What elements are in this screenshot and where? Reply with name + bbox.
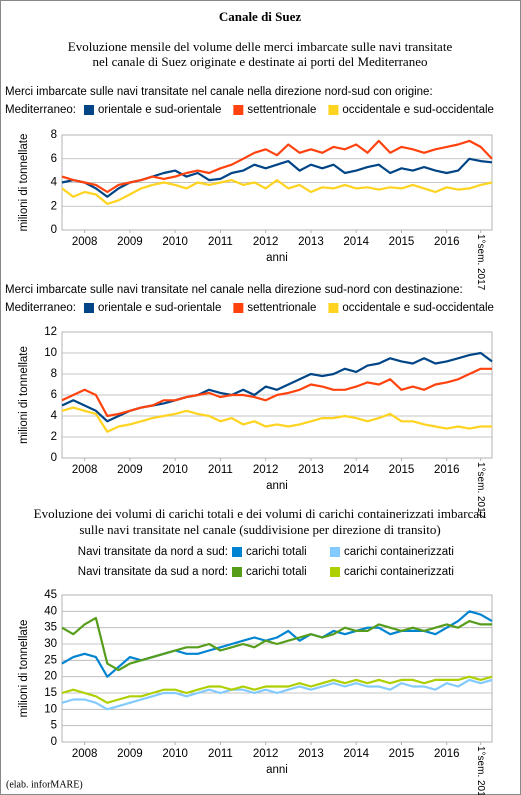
- x-tick-label: 2010: [162, 464, 188, 476]
- y-tick-label: 2: [51, 200, 57, 212]
- x-tick-label: 2008: [72, 748, 98, 760]
- legend-swatch: [330, 547, 340, 557]
- y-tick-label: 35: [44, 622, 57, 634]
- series-line: [61, 139, 493, 194]
- x-tick-label: 2013: [298, 236, 324, 248]
- x-tick-label: 2016: [434, 464, 460, 476]
- chart-title: Merci imbarcate sulle navi transitate ne…: [5, 284, 463, 296]
- series-line: [61, 678, 493, 711]
- y-tick-label: 6: [51, 389, 57, 401]
- legend-swatch: [83, 105, 94, 115]
- y-tick-label: 25: [44, 654, 57, 666]
- x-tick-label: 2012: [253, 464, 279, 476]
- y-tick-label: 40: [44, 605, 57, 617]
- y-axis-label: milioni di tonnellate: [18, 620, 30, 718]
- x-tick-label: 2014: [343, 464, 369, 476]
- legend-label: carichi totali: [246, 546, 307, 558]
- series-line: [61, 675, 493, 704]
- x-tick-label: 2012: [253, 236, 279, 248]
- y-tick-label: 30: [44, 638, 57, 650]
- legend-label: carichi containerizzati: [344, 566, 454, 578]
- y-tick-label: 20: [44, 671, 57, 683]
- y-tick-label: 10: [44, 703, 57, 715]
- y-tick-label: 45: [44, 589, 57, 601]
- x-tick-label: 2010: [162, 748, 188, 760]
- x-tick-label: 2016: [434, 236, 460, 248]
- series-line: [61, 179, 493, 205]
- y-tick-label: 15: [44, 687, 57, 699]
- legend-swatch: [233, 105, 244, 115]
- y-tick-label: 4: [51, 177, 58, 189]
- x-tick-label: 2009: [117, 748, 143, 760]
- y-tick-label: 0: [51, 452, 57, 464]
- legend-group-label: Navi transitate da nord a sud:: [78, 546, 228, 558]
- legend-label: orientale e sud-orientale: [98, 104, 221, 116]
- subtitle: Evoluzione mensile del volume delle merc…: [68, 39, 453, 54]
- y-axis-label: milioni di tonnellate: [18, 134, 30, 232]
- chart-title: Evoluzione dei volumi di carichi totali …: [34, 506, 487, 521]
- y-tick-label: 0: [51, 736, 57, 748]
- x-axis-label: anni: [266, 764, 288, 776]
- x-tick-label: 2012: [253, 748, 279, 760]
- y-tick-label: 8: [51, 129, 57, 141]
- x-tick-label: 2015: [389, 748, 415, 760]
- legend-swatch: [330, 567, 340, 577]
- x-tick-label: 1°sem. 2017: [475, 234, 486, 291]
- legend-swatch: [328, 303, 339, 313]
- legend-group-label: Mediterraneo:: [5, 104, 76, 116]
- y-tick-label: 8: [51, 368, 57, 380]
- x-tick-label: 2015: [389, 236, 415, 248]
- legend-group-label: Mediterraneo:: [5, 302, 76, 314]
- chart-title: sulle navi transitate nel canale (suddiv…: [79, 522, 440, 537]
- legend-swatch: [233, 303, 244, 313]
- x-axis-label: anni: [266, 252, 288, 264]
- x-axis-label: anni: [266, 480, 288, 492]
- x-tick-label: 2014: [343, 236, 369, 248]
- subtitle: nel canale di Suez originate e destinate…: [93, 54, 428, 69]
- y-tick-label: 6: [51, 153, 57, 165]
- legend-label: carichi containerizzati: [344, 546, 454, 558]
- x-tick-label: 2010: [162, 236, 188, 248]
- note: (elab. inforMARE): [6, 779, 83, 790]
- y-tick-label: 2: [51, 431, 57, 443]
- chart-title: Merci imbarcate sulle navi transitate ne…: [5, 86, 433, 98]
- x-tick-label: 2013: [298, 464, 324, 476]
- legend-label: occidentale e sud-occidentale: [342, 104, 494, 116]
- series-line: [61, 367, 492, 418]
- x-tick-label: 2009: [117, 236, 143, 248]
- x-tick-label: 1°sem. 2017: [475, 746, 486, 795]
- x-tick-label: 2015: [389, 464, 415, 476]
- legend-swatch: [232, 547, 242, 557]
- y-tick-label: 12: [44, 326, 57, 338]
- x-tick-label: 2011: [208, 748, 233, 760]
- y-tick-label: 5: [51, 720, 57, 732]
- legend-label: occidentale e sud-occidentale: [342, 302, 494, 314]
- legend-label: carichi totali: [246, 566, 307, 578]
- y-tick-label: 4: [51, 410, 58, 422]
- legend-group-label: Navi transitate da sud a nord:: [78, 566, 228, 578]
- x-tick-label: 2016: [434, 748, 460, 760]
- legend-swatch: [232, 567, 242, 577]
- x-tick-label: 2011: [208, 236, 233, 248]
- series-line: [61, 406, 492, 433]
- plot-area: [61, 594, 493, 743]
- x-tick-label: 2014: [343, 748, 369, 760]
- title: Canale di Suez: [219, 9, 302, 24]
- x-tick-label: 2008: [72, 464, 98, 476]
- legend-swatch: [83, 303, 94, 313]
- legend-swatch: [328, 105, 339, 115]
- legend-label: settentrionale: [247, 302, 316, 314]
- y-axis-label: milioni di tonnellate: [18, 346, 30, 444]
- x-tick-label: 1°sem. 2017: [475, 462, 486, 519]
- x-tick-label: 2008: [72, 236, 98, 248]
- legend-label: orientale e sud-orientale: [98, 302, 221, 314]
- legend-label: settentrionale: [247, 104, 316, 116]
- x-tick-label: 2009: [117, 464, 143, 476]
- series-line: [61, 616, 492, 672]
- y-tick-label: 0: [51, 224, 57, 236]
- x-tick-label: 2013: [298, 748, 324, 760]
- y-tick-label: 10: [44, 347, 57, 359]
- x-tick-label: 2011: [208, 464, 233, 476]
